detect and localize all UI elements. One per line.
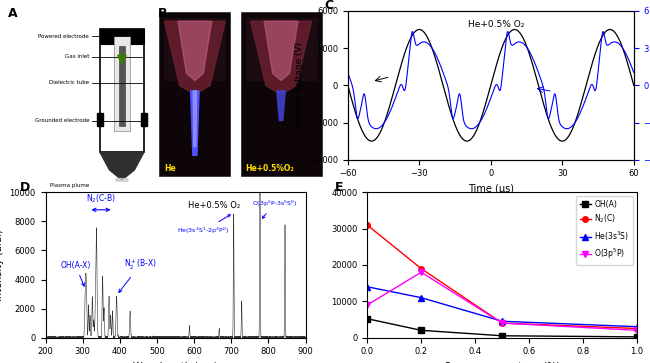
Polygon shape	[164, 21, 226, 94]
Text: He: He	[164, 164, 176, 173]
Text: Powered electrode: Powered electrode	[38, 34, 89, 39]
O(3p$^5$P)	[633, 328, 641, 333]
Text: A: A	[8, 7, 18, 20]
Text: B: B	[158, 7, 167, 20]
Polygon shape	[190, 91, 199, 155]
X-axis label: Wavelength (nm): Wavelength (nm)	[133, 362, 218, 363]
Polygon shape	[178, 21, 212, 81]
Line: OH(A): OH(A)	[365, 316, 640, 340]
Polygon shape	[164, 18, 226, 81]
X-axis label: Oxygen percentage (%): Oxygen percentage (%)	[444, 362, 560, 363]
Bar	[114, 36, 130, 131]
Text: C: C	[325, 0, 334, 12]
Text: He+0.5% O₂: He+0.5% O₂	[468, 20, 525, 29]
Polygon shape	[116, 179, 128, 196]
Bar	[159, 12, 230, 176]
OH(A)	[498, 334, 506, 338]
He(3s$^3$S)	[498, 319, 506, 323]
OH(A)	[633, 335, 641, 339]
O(3p$^5$P)	[498, 321, 506, 325]
OH(A)	[363, 317, 371, 321]
Text: D: D	[20, 181, 30, 194]
Text: He+0.5%O₂: He+0.5%O₂	[246, 164, 294, 173]
Legend: OH(A), N$_2$(C), He(3s$^3$S), O(3p$^5$P): OH(A), N$_2$(C), He(3s$^3$S), O(3p$^5$P)	[576, 196, 633, 265]
N$_2$(C)	[417, 266, 425, 271]
Text: He(3s$^3$S$^1$-2p$^3$P$^0$): He(3s$^3$S$^1$-2p$^3$P$^0$)	[177, 215, 230, 236]
Polygon shape	[246, 18, 317, 81]
O(3p$^5$P)	[417, 270, 425, 274]
N$_2$(C)	[363, 223, 371, 227]
Polygon shape	[277, 91, 285, 121]
Text: O(3p$^5$P-3s$^5$S$^0$): O(3p$^5$P-3s$^5$S$^0$)	[252, 198, 297, 219]
Line: O(3p$^5$P): O(3p$^5$P)	[365, 269, 640, 333]
Bar	[100, 29, 144, 44]
Y-axis label: Applied Voltage (V): Applied Voltage (V)	[295, 42, 304, 129]
O(3p$^5$P)	[363, 303, 371, 307]
Line: N$_2$(C): N$_2$(C)	[365, 222, 640, 331]
Bar	[240, 12, 322, 176]
OH(A)	[417, 328, 425, 333]
Text: He+0.5% O₂: He+0.5% O₂	[188, 201, 240, 210]
N$_2$(C)	[498, 321, 506, 325]
He(3s$^3$S)	[417, 295, 425, 300]
Bar	[119, 46, 125, 126]
Bar	[100, 29, 144, 152]
Text: Grounded electrode: Grounded electrode	[34, 118, 89, 123]
Polygon shape	[100, 152, 144, 180]
Text: N$_2^+$(B-X): N$_2^+$(B-X)	[119, 258, 157, 293]
N$_2$(C)	[633, 326, 641, 331]
He(3s$^3$S)	[363, 285, 371, 289]
Line: He(3s$^3$S): He(3s$^3$S)	[365, 284, 640, 330]
Text: Plasma plume: Plasma plume	[50, 183, 89, 188]
Text: OH(A-X): OH(A-X)	[60, 261, 91, 286]
Polygon shape	[264, 21, 298, 81]
Bar	[140, 113, 147, 126]
Text: Gas inlet: Gas inlet	[65, 54, 89, 59]
Polygon shape	[251, 21, 311, 94]
Text: Dielectric tube: Dielectric tube	[49, 80, 89, 85]
X-axis label: Time (μs): Time (μs)	[468, 184, 514, 194]
Text: N$_2$(C-B): N$_2$(C-B)	[86, 193, 116, 205]
He(3s$^3$S)	[633, 325, 641, 329]
Polygon shape	[193, 91, 196, 147]
Bar	[97, 113, 103, 126]
Y-axis label: Intensity (a.u.): Intensity (a.u.)	[0, 229, 4, 301]
Text: E: E	[335, 181, 343, 194]
